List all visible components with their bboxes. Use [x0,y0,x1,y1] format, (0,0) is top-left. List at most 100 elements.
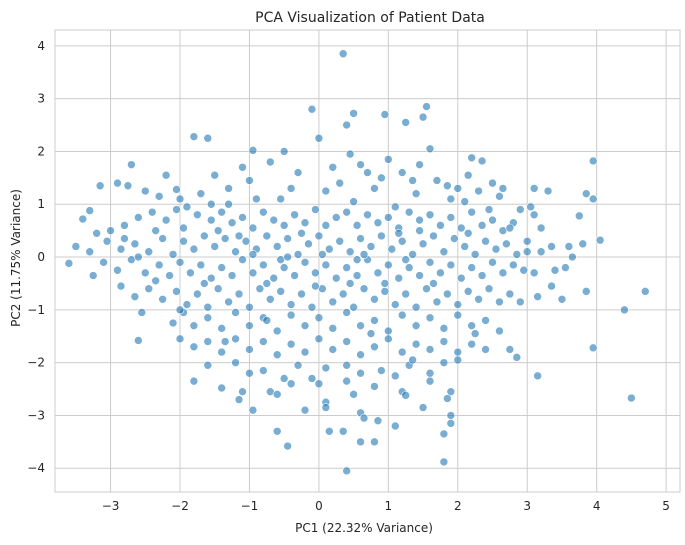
scatter-point [352,221,362,230]
scatter-point [536,223,546,233]
scatter-point [245,302,254,312]
scatter-point [446,213,456,222]
scatter-point [404,207,414,217]
scatter-point [432,176,442,185]
scatter-point [286,379,296,389]
scatter-point [300,405,310,415]
scatter-point [272,390,282,399]
scatter-point [300,347,310,357]
scatter-point [102,236,112,246]
scatter-point [401,255,410,264]
scatter-point [557,294,567,304]
scatter-point [276,194,285,204]
scatter-point [206,199,216,209]
scatter-point [377,173,386,183]
scatter-point [384,326,393,336]
scatter-point [588,343,598,353]
scatter-point [397,168,407,177]
scatter-point [213,226,223,235]
scatter-point [168,250,178,259]
scatter-point [373,218,383,228]
scatter-point [425,313,435,323]
scatter-point [425,376,435,386]
scatter-point [467,207,476,217]
scatter-point [227,218,237,228]
scatter-point [370,184,379,193]
scatter-point [356,234,365,243]
scatter-point [224,184,233,193]
scatter-point [488,215,497,225]
scatter-point [255,284,265,294]
scatter-point [231,247,240,257]
scatter-point [568,252,577,262]
scatter-point [342,360,351,370]
scatter-point [71,242,81,251]
scatter-point [536,247,546,257]
scatter-point [429,231,438,241]
scatter-point [193,289,202,299]
scatter-point [498,268,508,278]
scatter-point [234,231,244,241]
scatter-point [113,265,122,275]
x-tick-label: 3 [523,499,531,513]
scatter-point [581,287,591,296]
scatter-point [203,313,213,323]
scatter-point [578,239,588,249]
scatter-point [467,263,476,272]
scatter-point [231,308,240,317]
y-tick-label: 2 [37,144,45,158]
scatter-point [581,189,591,198]
scatter-point [342,207,351,217]
scatter-point [456,223,466,233]
scatter-point [356,437,365,447]
scatter-point [439,337,449,346]
scatter-point [533,292,542,301]
scatter-point [272,426,282,436]
scatter-point [182,202,192,212]
scatter-point [283,252,292,262]
scatter-point [279,221,289,230]
scatter-point [397,236,407,246]
scatter-point [436,221,445,230]
scatter-point [196,189,206,198]
scatter-point [522,236,532,246]
x-tick-label: 5 [662,499,670,513]
scatter-point [189,132,199,141]
scatter-point [144,284,154,294]
scatter-point [328,162,338,172]
scatter-point [248,405,258,415]
scatter-point [547,281,556,291]
y-tick-label: −4 [27,461,45,475]
scatter-point [272,326,282,336]
scatter-point [262,231,272,241]
scatter-point [477,271,487,280]
x-axis-ticks: −3 −2 −1 0 1 2 3 4 5 [102,499,670,513]
scatter-point [189,244,199,254]
scatter-point [529,210,539,220]
scatter-point [425,144,435,154]
scatter-point [314,231,324,241]
scatter-point [179,223,188,233]
scatter-point [443,181,452,191]
scatter-point [484,284,494,294]
scatter-point [415,271,424,280]
scatter-point [300,258,310,267]
scatter-point [116,244,126,254]
scatter-point [158,234,167,243]
scatter-point [575,211,584,221]
scatter-point [154,260,164,270]
scatter-point [345,279,355,288]
scatter-point [172,287,181,296]
scatter-point [550,265,560,275]
x-tick-label: −3 [102,499,120,513]
scatter-point [245,321,254,330]
scatter-point [422,284,431,294]
scatter-point [370,342,379,352]
scatter-point [283,234,292,243]
scatter-point [175,194,185,204]
scatter-point [439,358,449,367]
scatter-point [248,146,258,155]
scatter-points [64,49,650,476]
plot-area [54,29,681,493]
scatter-point [529,268,539,278]
